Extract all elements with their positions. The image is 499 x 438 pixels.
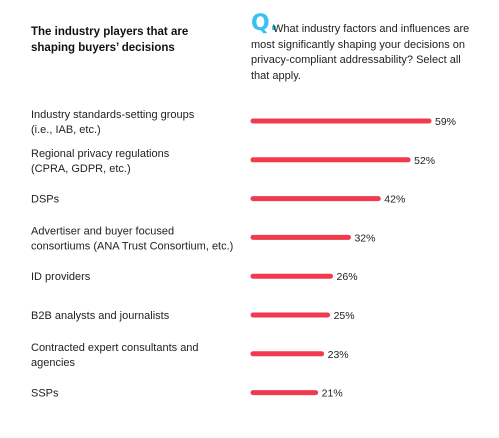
survey-question: What industry factors and influences are… <box>251 23 470 82</box>
category-label: Regional privacy regulations <box>31 148 170 160</box>
value-label: 59% <box>435 116 456 128</box>
value-label: 25% <box>334 310 355 322</box>
value-label: 32% <box>354 232 375 244</box>
value-label: 21% <box>322 388 343 400</box>
category-label: ID providers <box>31 271 91 283</box>
chart-title: The industry players that are shaping bu… <box>31 26 189 54</box>
category-label: agencies <box>31 357 76 369</box>
value-label: 23% <box>328 349 349 361</box>
category-label: (i.e., IAB, etc.) <box>31 124 101 136</box>
value-label: 42% <box>384 194 405 206</box>
category-label: Industry standards-setting groups <box>31 109 195 121</box>
category-label: (CPRA, GDPR, etc.) <box>31 163 131 175</box>
question-mark-icon: Q. <box>251 11 279 36</box>
category-label: Contracted expert consultants and <box>31 342 199 354</box>
category-label: B2B analysts and journalists <box>31 310 170 322</box>
category-label: SSPs <box>31 388 59 400</box>
value-label: 52% <box>414 155 435 167</box>
category-label: DSPs <box>31 194 60 206</box>
category-label: consortiums (ANA Trust Consortium, etc.) <box>31 240 233 252</box>
category-label: Advertiser and buyer focused <box>31 225 174 237</box>
value-label: 26% <box>337 271 358 283</box>
